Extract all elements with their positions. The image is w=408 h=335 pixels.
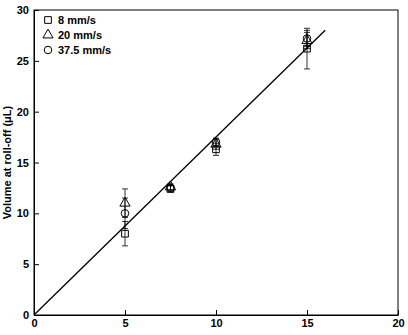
legend-label: 8 mm/s: [58, 14, 96, 26]
point: [303, 35, 311, 43]
y-axis-title: Volume at roll-off (μL): [1, 105, 13, 219]
y-tick-mark: [34, 10, 39, 11]
x-tick-mark: [216, 310, 217, 315]
point: [122, 230, 129, 237]
legend-marker: [44, 46, 52, 54]
y-tick-mark: [34, 264, 39, 265]
error-bar: [168, 185, 174, 191]
y-tick: 30: [17, 4, 39, 16]
x-tick-mark: [398, 310, 399, 315]
y-tick-mark: [34, 163, 39, 164]
x-tick: 15: [301, 310, 313, 329]
point: [121, 210, 129, 218]
x-tick-label: 10: [210, 317, 222, 329]
legend-label: 37.5 mm/s: [58, 44, 111, 56]
data-area: [34, 28, 325, 315]
y-tick-label: 15: [17, 157, 29, 169]
y-axis: 0 5 10 15 20 25 30: [17, 4, 39, 321]
y-tick-label: 5: [23, 258, 29, 270]
fit-line: [34, 30, 325, 315]
legend-entry: 20 mm/s: [43, 29, 102, 41]
plot-frame: [34, 10, 398, 315]
x-tick: 20: [392, 310, 404, 329]
y-tick: 0: [23, 309, 39, 321]
y-tick: 10: [17, 207, 39, 219]
y-tick-label: 30: [17, 4, 29, 16]
y-tick: 20: [17, 106, 39, 118]
x-tick-label: 5: [122, 317, 128, 329]
chart: 0 5 10 15 20 0 5 10 15 20 25 30 Volume at roll-off (…: [0, 0, 408, 335]
x-tick: 10: [210, 310, 222, 329]
legend-label: 20 mm/s: [58, 29, 102, 41]
legend: 8 mm/s 20 mm/s 37.5 mm/s: [43, 14, 111, 56]
x-tick: 5: [122, 310, 128, 329]
legend-entry: 8 mm/s: [45, 14, 96, 26]
point: [211, 138, 221, 147]
series: [121, 30, 311, 228]
y-tick-label: 25: [17, 55, 29, 67]
y-tick-label: 10: [17, 207, 29, 219]
y-tick: 5: [23, 258, 39, 270]
x-tick-mark: [307, 310, 308, 315]
error-bar: [304, 30, 310, 46]
y-tick-mark: [34, 213, 39, 214]
x-tick-label: 20: [392, 317, 404, 329]
plot: 0 5 10 15 20 0 5 10 15 20 25 30 Volume at roll-off (…: [1, 4, 405, 329]
legend-marker: [43, 29, 53, 38]
x-axis: 0 5 10 15 20: [31, 310, 404, 329]
x-tick-label: 15: [301, 317, 313, 329]
point: [167, 184, 175, 192]
y-tick-label: 0: [23, 309, 29, 321]
legend-entry: 37.5 mm/s: [44, 44, 111, 56]
x-tick-label: 0: [31, 317, 37, 329]
y-tick: 25: [17, 55, 39, 67]
y-tick-mark: [34, 61, 39, 62]
y-tick: 15: [17, 157, 39, 169]
x-tick-mark: [125, 310, 126, 315]
y-tick-label: 20: [17, 106, 29, 118]
y-tick-mark: [34, 315, 39, 316]
legend-marker: [45, 17, 52, 24]
y-tick-mark: [34, 112, 39, 113]
series: [120, 32, 312, 217]
